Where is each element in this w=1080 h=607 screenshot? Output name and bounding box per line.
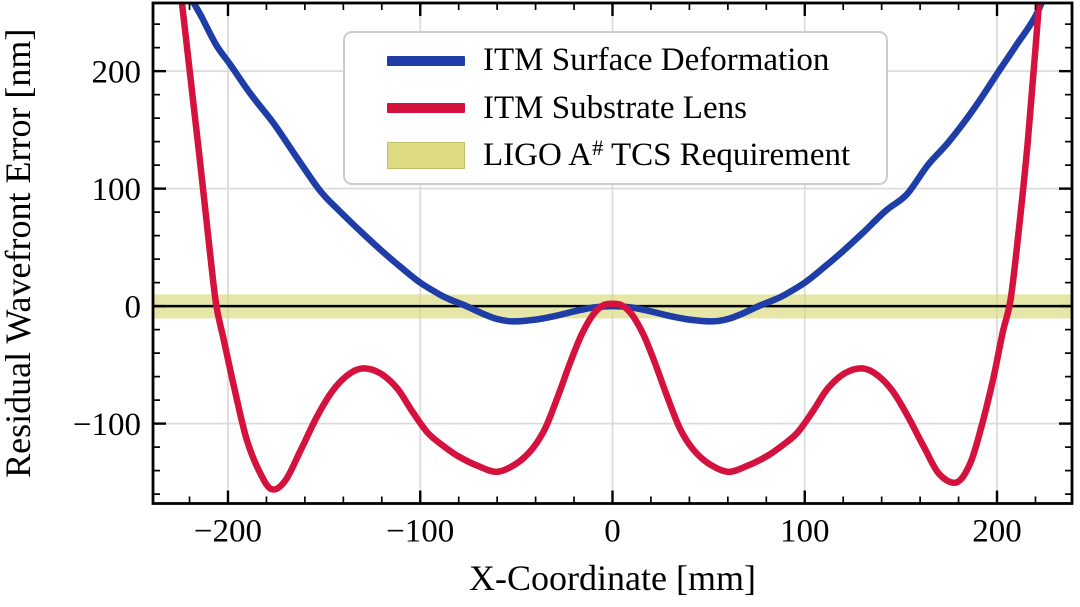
legend-item-surface-deformation: ITM Surface Deformation	[387, 39, 886, 83]
curve-itm-substrate-lens	[178, 3, 1043, 493]
x-tick-label: 0	[604, 514, 621, 550]
y-axis-label: Residual Wavefront Error [nm]	[0, 29, 38, 478]
x-tick-label: −200	[194, 514, 262, 550]
legend-label-surface-deformation: ITM Surface Deformation	[483, 42, 830, 78]
x-tick-label: 100	[780, 514, 830, 550]
legend-label-suffix: TCS Requirement	[603, 137, 851, 173]
y-tick-label: 0	[125, 290, 142, 326]
legend: ITM Surface Deformation ITM Substrate Le…	[343, 31, 888, 185]
yellow-band-swatch	[387, 142, 465, 169]
x-tick-label: −100	[386, 514, 454, 550]
y-tick-label: −100	[73, 407, 141, 443]
x-axis-label: X-Coordinate [mm]	[469, 558, 756, 598]
y-tick-label: 100	[92, 172, 142, 208]
legend-item-substrate-lens: ITM Substrate Lens	[387, 86, 886, 130]
red-line-swatch	[387, 103, 465, 113]
legend-label-prefix: LIGO A	[483, 137, 593, 173]
legend-label-superscript: #	[592, 134, 604, 160]
x-tick-label: 200	[972, 514, 1022, 550]
legend-label-tcs-requirement: LIGO A# TCS Requirement	[483, 136, 851, 173]
plot-frame	[151, 1, 1074, 505]
y-tick-label: 200	[92, 55, 142, 91]
legend-label-substrate-lens: ITM Substrate Lens	[483, 89, 747, 126]
legend-item-tcs-requirement: LIGO A# TCS Requirement	[387, 134, 886, 178]
blue-line-swatch	[387, 55, 465, 66]
